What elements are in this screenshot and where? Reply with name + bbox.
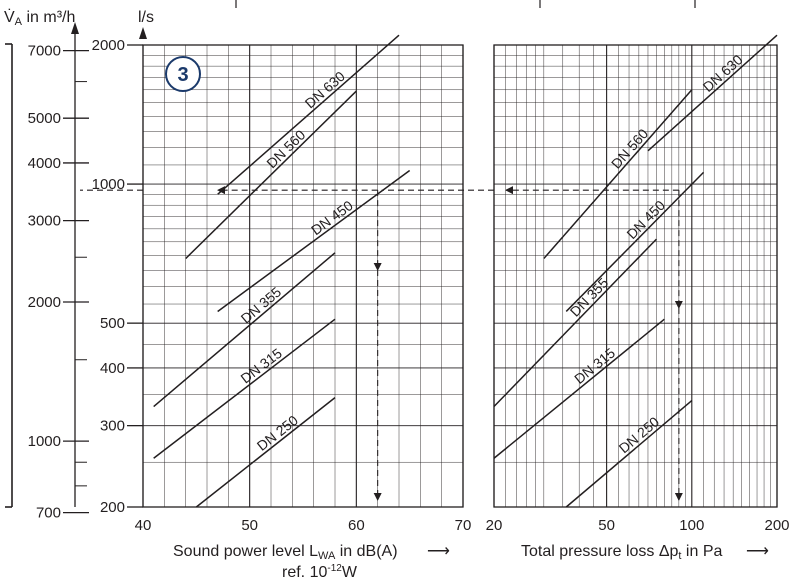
flow-axis-m3h-tick-label: 4000 [28, 155, 61, 172]
pressure-series-line [493, 318, 665, 459]
sound-series-label: DN 450 [308, 197, 356, 238]
sound-series-line [195, 397, 336, 508]
sound-axis-tick-label: 70 [455, 517, 472, 534]
pressure-axis-arrow: ⟶ [746, 543, 769, 560]
pressure-axis-tick-label: 100 [679, 517, 704, 534]
flow-axis-ls-arrow [139, 27, 147, 39]
chart-badge-number: 3 [177, 64, 188, 86]
pressure-series-line [565, 399, 693, 508]
pressure-series-label: DN 630 [700, 51, 746, 95]
flow-axis-ls-tick-label: 2000 [92, 37, 125, 54]
chart-grid [142, 44, 778, 508]
sound-axis-tick-label: 60 [348, 517, 365, 534]
sound-axis-label: Sound power level LWA in dB(A) [173, 543, 398, 562]
pressure-axis-tick-label: 50 [598, 517, 615, 534]
pressure-axis-tick-label: 20 [486, 517, 503, 534]
pressure-axis-tick-label: 200 [764, 517, 789, 534]
pressure-series-line [493, 238, 657, 408]
pressure-series-line [565, 171, 705, 312]
flow-axis-m3h-tick-label: 3000 [28, 213, 61, 230]
flow-axis-ls-label: l/s [138, 9, 154, 26]
sound-series-label: DN 315 [238, 345, 286, 387]
pressure-series-label: DN 450 [623, 197, 668, 242]
pressure-panel-border [493, 44, 778, 508]
pressure-axis-label: Total pressure loss Δpt in Pa [521, 543, 723, 562]
pressure-series-label: DN 315 [571, 344, 618, 387]
pressure-series-label: DN 355 [567, 274, 612, 319]
flow-axis-m3h-arrow [71, 22, 79, 34]
sound-series-line [153, 252, 336, 408]
sound-axis-reference: ref. 10-12W [282, 563, 358, 581]
sound-series-label: DN 250 [254, 412, 301, 454]
flow-axis-m3h-tick-label: 7000 [28, 43, 61, 60]
flow-axis-m3h-tick-label: 5000 [28, 110, 61, 127]
pressure-series-line [543, 89, 693, 260]
sound-axis-tick-label: 50 [241, 517, 258, 534]
flow-axis-m3h-tick-label: 2000 [28, 294, 61, 311]
flow-axis-ls-tick-label: 300 [100, 418, 125, 435]
flow-axis-ls-ticks: 2000 1000 500 400 300 200 [92, 37, 143, 516]
flow-axis-ls-tick-label: 1000 [92, 176, 125, 193]
sound-axis-arrow: ⟶ [427, 543, 450, 560]
flow-axis-m3h-label: V̇A in m³/h [4, 8, 75, 28]
flow-axis-ls-tick-label: 400 [100, 360, 125, 377]
sound-panel-border [142, 44, 464, 508]
sound-series-line [153, 318, 336, 459]
flow-axis-m3h-tick-label: 1000 [28, 433, 61, 450]
flow-axis-ls-tick-label: 500 [100, 315, 125, 332]
sound-series-line [185, 90, 357, 260]
flow-axis-m3h: V̇A in m³/h [4, 8, 79, 507]
flow-axis-ls-tick-label: 200 [100, 499, 125, 516]
x-axis-ticks: 40 50 60 70 20 50 100 200 [135, 517, 790, 534]
flow-axis-m3h-tick-label: 700 [36, 505, 61, 522]
sound-series-line [217, 34, 400, 195]
flow-axis-m3h-ticks: 7000 5000 4000 3000 2000 1000 700 [28, 43, 89, 522]
sound-axis-tick-label: 40 [135, 517, 152, 534]
pressure-series-line [647, 34, 778, 152]
sound-series-label: DN 355 [238, 284, 285, 327]
reading-lines [80, 186, 683, 501]
chart-badge: 3 [165, 56, 201, 92]
